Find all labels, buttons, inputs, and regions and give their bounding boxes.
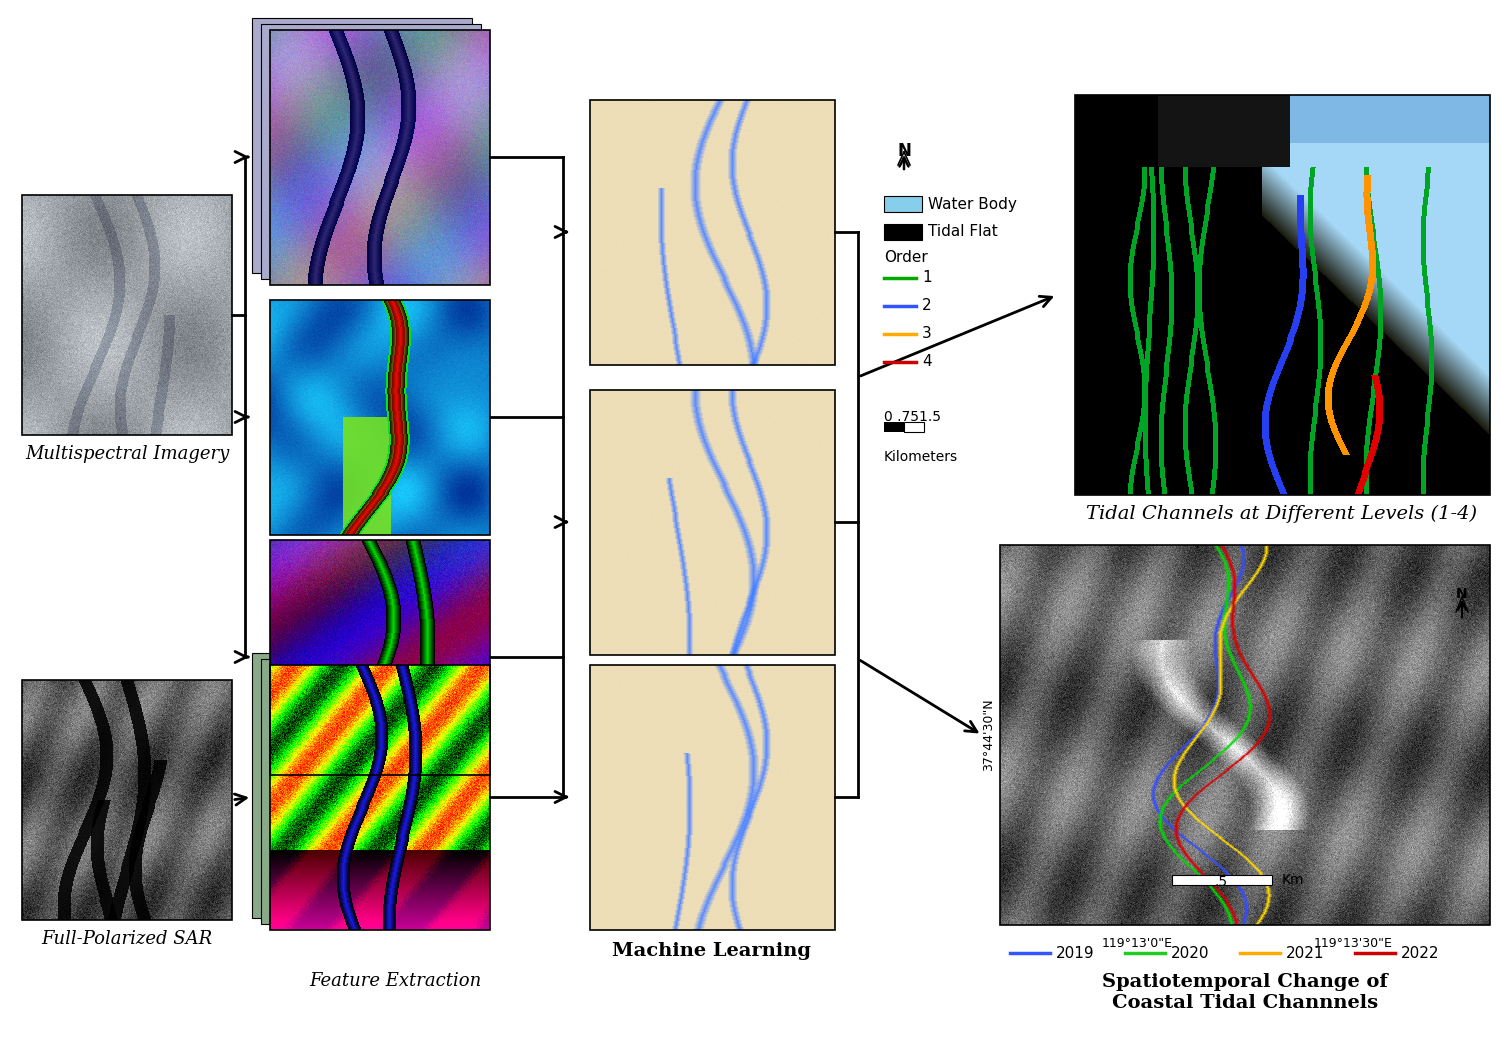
Bar: [261, 24, 482, 279]
Text: Spatiotemporal Change of
Coastal Tidal Channnels: Spatiotemporal Change of Coastal Tidal C…: [1102, 973, 1388, 1012]
Bar: [270, 540, 490, 775]
Bar: [22, 680, 233, 920]
Text: 2019: 2019: [1056, 945, 1095, 961]
Text: 2021: 2021: [1286, 945, 1324, 961]
Text: Multispectral Imagery: Multispectral Imagery: [26, 445, 230, 463]
Text: N: N: [1456, 587, 1468, 601]
Bar: [261, 659, 482, 924]
Text: 1: 1: [922, 270, 932, 285]
Text: Full-Polarized SAR: Full-Polarized SAR: [42, 930, 213, 948]
Text: Kilometers: Kilometers: [884, 450, 959, 464]
Bar: [252, 18, 472, 274]
Text: 37°44'30"N: 37°44'30"N: [982, 699, 994, 771]
Text: 2020: 2020: [1172, 945, 1209, 961]
Text: Km: Km: [1281, 873, 1304, 887]
Text: 119°13'30"E: 119°13'30"E: [1314, 937, 1392, 950]
Bar: [270, 300, 490, 535]
Text: Machine Learning: Machine Learning: [612, 942, 812, 960]
Bar: [884, 196, 922, 212]
Text: 0 .751.5: 0 .751.5: [884, 410, 940, 425]
Bar: [22, 195, 233, 435]
Text: Tidal Channels at Different Levels (1-4): Tidal Channels at Different Levels (1-4): [1086, 505, 1478, 524]
Text: Tidal Flat: Tidal Flat: [928, 225, 998, 240]
Text: 119°13'0"E: 119°13'0"E: [1101, 937, 1173, 950]
Bar: [1076, 95, 1490, 495]
Bar: [590, 665, 836, 930]
Text: 2: 2: [922, 299, 932, 314]
Text: N: N: [897, 142, 910, 161]
Bar: [252, 653, 472, 918]
Text: 3: 3: [922, 326, 932, 341]
Text: 4: 4: [922, 355, 932, 370]
Bar: [270, 30, 490, 285]
Bar: [1172, 875, 1272, 885]
Bar: [270, 665, 490, 930]
Bar: [590, 100, 836, 365]
Bar: [1000, 545, 1490, 925]
Bar: [884, 224, 922, 240]
Text: Feature Extraction: Feature Extraction: [309, 972, 482, 991]
Text: Order: Order: [884, 249, 927, 264]
Text: Water Body: Water Body: [928, 196, 1017, 211]
Text: .5: .5: [1215, 875, 1228, 889]
Bar: [884, 422, 904, 432]
Bar: [904, 422, 924, 432]
Bar: [590, 390, 836, 655]
Text: 2022: 2022: [1401, 945, 1440, 961]
